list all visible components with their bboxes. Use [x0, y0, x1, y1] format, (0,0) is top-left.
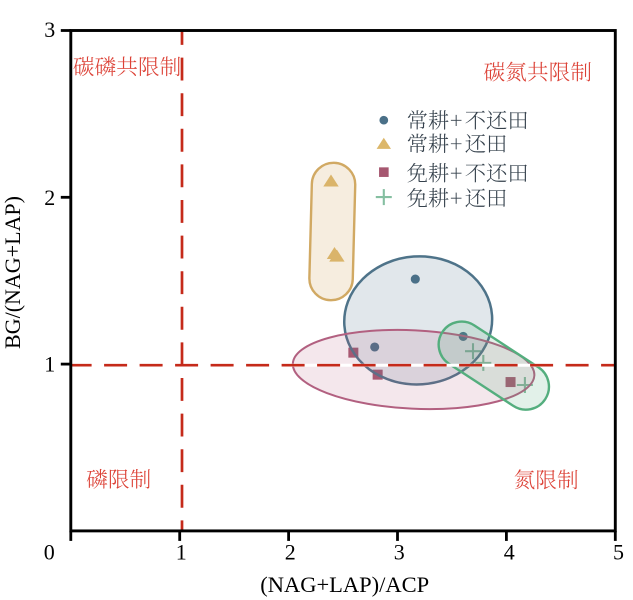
svg-text:3: 3 [394, 539, 405, 564]
svg-text:4: 4 [504, 539, 515, 564]
svg-text:3: 3 [44, 17, 55, 42]
svg-text:(NAG+LAP)/ACP: (NAG+LAP)/ACP [260, 572, 429, 597]
svg-text:1: 1 [176, 539, 187, 564]
svg-text:2: 2 [44, 185, 55, 210]
svg-text:5: 5 [613, 539, 624, 564]
svg-text:0: 0 [44, 539, 55, 564]
svg-text:1: 1 [44, 352, 55, 377]
svg-text:BG/(NAG+LAP): BG/(NAG+LAP) [0, 196, 25, 349]
svg-text:2: 2 [285, 539, 296, 564]
